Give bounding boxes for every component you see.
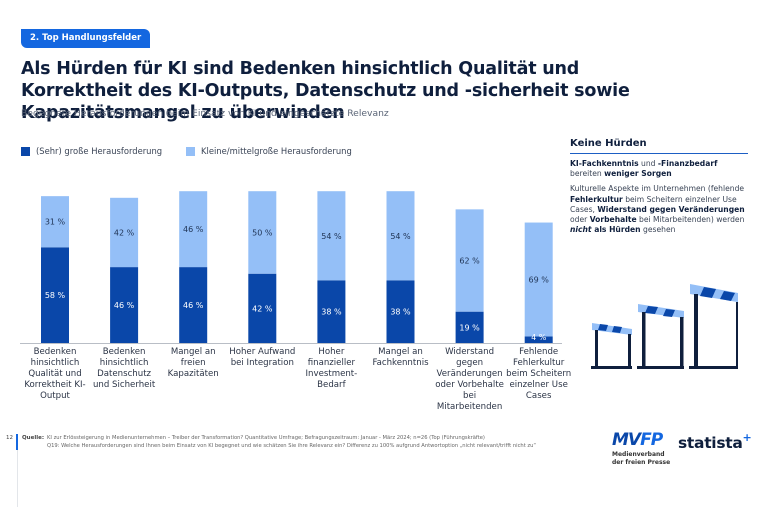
- emphasis-text: Fehlerkultur: [570, 194, 623, 204]
- data-label-small: 54 %: [321, 232, 342, 241]
- data-label-small: 31 %: [45, 218, 66, 227]
- bar-large-challenge: [110, 267, 139, 343]
- x-tick-label: Bedenken hinsichtlich Qualität und Korre…: [24, 347, 86, 401]
- body-text: bei Mitarbeitenden) werden: [636, 215, 745, 225]
- section-badge: 2. Top Handlungsfelder: [21, 29, 151, 48]
- body-text: beim Scheitern einzelner Use Cases,: [570, 194, 737, 214]
- side-panel: Keine Hürden KI-Fachkenntnis und -Finanz…: [570, 138, 748, 235]
- emphasis-text: KI-Fachkenntnis: [570, 159, 639, 168]
- statista-logo: statista+: [678, 431, 752, 452]
- page-subtitle: Begegnete Herausforderungen beim Einsatz…: [21, 108, 389, 119]
- source-line-2: Q19: Welche Herausforderungen sind Ihnen…: [47, 442, 537, 449]
- legend-label: (Sehr) große Herausforderung: [36, 146, 163, 156]
- x-tick-label: Hoher finanzieller Investment-Bedarf: [305, 347, 358, 390]
- page-title: Als Hürden für KI sind Bedenken hinsicht…: [21, 59, 630, 123]
- page-number: 12: [6, 435, 13, 441]
- mvfp-logo: MVFP Medienverband der freien Presse: [612, 432, 670, 466]
- bar-large-challenge: [41, 247, 69, 343]
- legend-label: Kleine/mittelgroße Herausforderung: [201, 146, 352, 156]
- side-panel-paragraph-1: KI-Fachkenntnis und -Finanzbedarf bereit…: [570, 159, 748, 179]
- statista-wordmark: statista: [678, 434, 743, 452]
- hurdle-large-icon: [689, 284, 738, 369]
- x-tick-label: Hoher Aufwand bei Integration: [229, 347, 296, 368]
- data-label-large: 4 %: [531, 333, 547, 342]
- data-label-large: 58 %: [45, 291, 66, 300]
- bar-small-challenge: [317, 191, 346, 281]
- footer-accent-bar: [16, 434, 18, 450]
- emphasis-text: -Finanzbedarf: [657, 159, 718, 168]
- bar-small-challenge: [41, 196, 69, 248]
- emphasis-text: weniger Sorgen: [604, 169, 672, 179]
- body-text: gesehen: [640, 225, 676, 235]
- hurdle-small-icon: [591, 323, 632, 369]
- data-label-small: 46 %: [183, 225, 204, 234]
- hurdles-icon: [591, 284, 738, 369]
- legend-item-small: Kleine/mittelgroße Herausforderung: [186, 146, 352, 156]
- emphasis-text: Vorbehalte: [589, 215, 637, 225]
- side-panel-paragraph-2: Kulturelle Aspekte im Unternehmen (fehle…: [570, 184, 748, 235]
- x-tick-label: Mangel an freien Kapazitäten: [167, 347, 219, 379]
- source-line-1: KI zur Erlössteigerung in Medienunterneh…: [47, 435, 485, 441]
- bar-small-challenge: [248, 191, 277, 274]
- emphasis-text: nicht: [570, 225, 592, 235]
- bar-large-challenge: [386, 280, 415, 343]
- data-label-small: 69 %: [529, 275, 550, 284]
- legend-swatch-light: [186, 146, 195, 156]
- bar-small-challenge: [455, 209, 484, 312]
- bar-small-challenge: [179, 191, 208, 268]
- data-label-large: 46 %: [114, 301, 135, 310]
- x-tick-label: Widerstand gegen Veränderungen oder Vorb…: [435, 347, 504, 412]
- data-label-small: 62 %: [459, 257, 480, 266]
- statista-plus-icon: +: [742, 431, 752, 444]
- emphasis-text: Widerstand gegen Veränderungen: [597, 204, 745, 214]
- mvfp-subtitle-1: Medienverband: [612, 451, 665, 458]
- data-label-large: 46 %: [183, 301, 204, 310]
- bar-small-challenge: [110, 197, 139, 268]
- hurdle-medium-icon: [637, 304, 684, 369]
- source-text: KI zur Erlössteigerung in Medienunterneh…: [47, 435, 567, 450]
- body-text: und: [638, 159, 658, 168]
- bar-small-challenge: [386, 191, 415, 281]
- side-panel-heading: Keine Hürden: [570, 138, 748, 154]
- x-tick-label: Bedenken hinsichtlich Datenschutz und Si…: [92, 347, 156, 390]
- bar-large-challenge: [179, 267, 208, 343]
- data-label-small: 50 %: [252, 228, 273, 237]
- legend-swatch-dark: [21, 146, 30, 156]
- data-label-large: 38 %: [321, 308, 342, 317]
- bar-large-challenge: [248, 273, 277, 343]
- data-label-small: 54 %: [390, 232, 411, 241]
- stacked-bar-chart: 58 % 31 % 46 % 42 % 46 % 46 % 42 % 50 % 38 % 54 %…: [20, 191, 562, 344]
- legend-item-large: (Sehr) große Herausforderung: [21, 146, 162, 156]
- bar-large-challenge: [455, 311, 484, 343]
- bar-large-challenge: [524, 336, 553, 343]
- emphasis-text: als Hürden: [591, 225, 641, 235]
- mvfp-wordmark: MVFP: [612, 430, 663, 450]
- data-label-large: 19 %: [459, 323, 480, 332]
- x-tick-label: Mangel an Fachkenntnis: [372, 347, 429, 368]
- footer-divider: [17, 450, 18, 507]
- body-text: bereiten: [570, 169, 605, 179]
- source-label: Quelle:: [22, 435, 45, 441]
- data-label-large: 38 %: [390, 308, 411, 317]
- mvfp-subtitle-2: der freien Presse: [612, 458, 671, 466]
- body-text: oder: [570, 215, 590, 225]
- data-label-small: 42 %: [114, 228, 135, 237]
- body-text: Kulturelle Aspekte im Unternehmen (fehle…: [570, 184, 745, 194]
- bar-large-challenge: [317, 280, 346, 343]
- data-label-large: 42 %: [252, 304, 273, 313]
- bar-small-challenge: [524, 222, 553, 337]
- x-tick-label: Fehlende Fehlerkultur beim Scheitern ein…: [506, 347, 572, 401]
